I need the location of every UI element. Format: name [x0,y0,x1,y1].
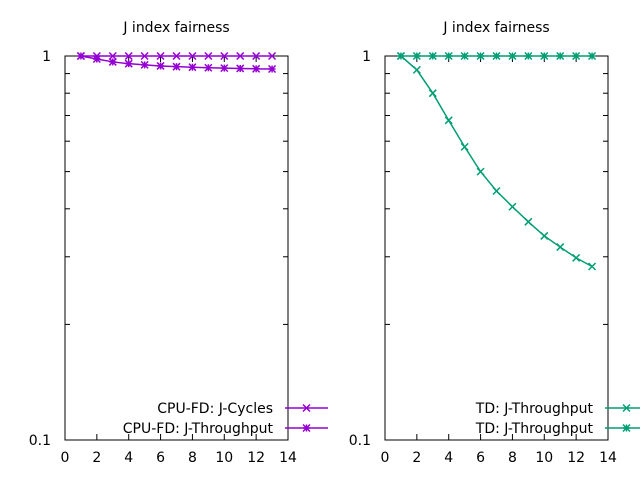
x-tick-label: 6 [156,450,165,466]
data-point [252,51,261,61]
x-tick-label: 10 [215,450,233,466]
data-point [412,51,421,61]
series-1 [76,51,277,61]
data-point [572,253,581,262]
x-tick-label: 10 [535,450,553,466]
data-point [428,51,437,61]
data-point [124,59,133,68]
data-point [172,51,181,61]
data-point [508,51,517,61]
data-point [556,243,565,252]
y-tick-label: 1 [362,49,371,65]
x-tick-label: 2 [412,450,421,466]
data-point [572,51,581,61]
data-point [236,64,245,73]
data-point [124,51,133,61]
x-tick-label: 12 [567,450,585,466]
plot-frame [384,55,609,441]
x-tick-label: 12 [247,450,265,466]
plot-frame [64,55,289,441]
data-point [268,51,277,61]
x-tick-label: 8 [188,450,197,466]
data-point [140,60,149,69]
data-point [444,116,453,125]
x-tick-label: 8 [508,450,517,466]
data-point [220,64,229,73]
data-point [476,167,485,176]
chart-panel-2: J index fairness 0 2 4 6 8 10 12 14 0.1 1 TD: J-Thr… [349,20,640,466]
data-point [172,62,181,71]
data-point [188,51,197,61]
series-line [400,55,593,268]
data-point [156,51,165,61]
data-point [140,51,149,61]
data-point [476,51,485,61]
series-1 [396,51,597,271]
x-tick-label: 14 [599,450,617,466]
y-tick-label: 1 [42,49,51,65]
x-tick-label: 4 [124,450,133,466]
data-point [204,63,213,72]
data-point [444,51,453,61]
data-point [460,51,469,61]
legend-marker [622,423,631,433]
x-tick-label: 6 [476,450,485,466]
data-point [508,202,517,211]
legend-label: TD: J-Throughput [475,421,594,437]
data-point [460,142,469,151]
legend-marker [622,403,631,413]
data-point [412,65,421,74]
data-point [204,51,213,61]
data-point [540,231,549,240]
data-point [236,51,245,61]
legend-label: TD: J-Throughput [475,401,594,417]
legend-label: CPU-FD: J-Throughput [123,421,274,437]
data-point [396,51,405,61]
data-point [108,57,117,66]
data-point [76,51,85,61]
chart-panel-1: J index fairness 0 2 4 6 8 10 12 14 0.1 1 CPU-FD: J… [29,20,328,466]
legend-marker [302,403,311,413]
data-point [268,64,277,74]
y-tick-label: 0.1 [349,433,371,449]
data-point [492,186,501,196]
data-point [108,51,117,61]
data-point [156,61,165,70]
x-tick-label: 0 [381,450,390,466]
series-2 [76,51,277,74]
y-tick-label: 0.1 [29,433,51,449]
series-2 [396,51,597,61]
data-point [492,51,501,61]
chart-title: J index fairness [122,20,229,36]
x-tick-label: 14 [279,450,297,466]
data-point [92,54,101,64]
data-point [588,51,597,61]
x-tick-label: 4 [444,450,453,466]
x-tick-label: 2 [92,450,101,466]
data-point [540,51,549,61]
legend-marker [302,423,311,433]
data-point [220,51,229,61]
data-point [428,89,437,98]
legend-label: CPU-FD: J-Cycles [157,401,273,417]
data-point [556,51,565,61]
data-point [188,63,197,72]
data-point [524,51,533,61]
chart-title: J index fairness [442,20,549,36]
data-point [252,64,261,73]
data-point [588,262,597,271]
x-tick-label: 0 [61,450,70,466]
data-point [524,217,533,226]
